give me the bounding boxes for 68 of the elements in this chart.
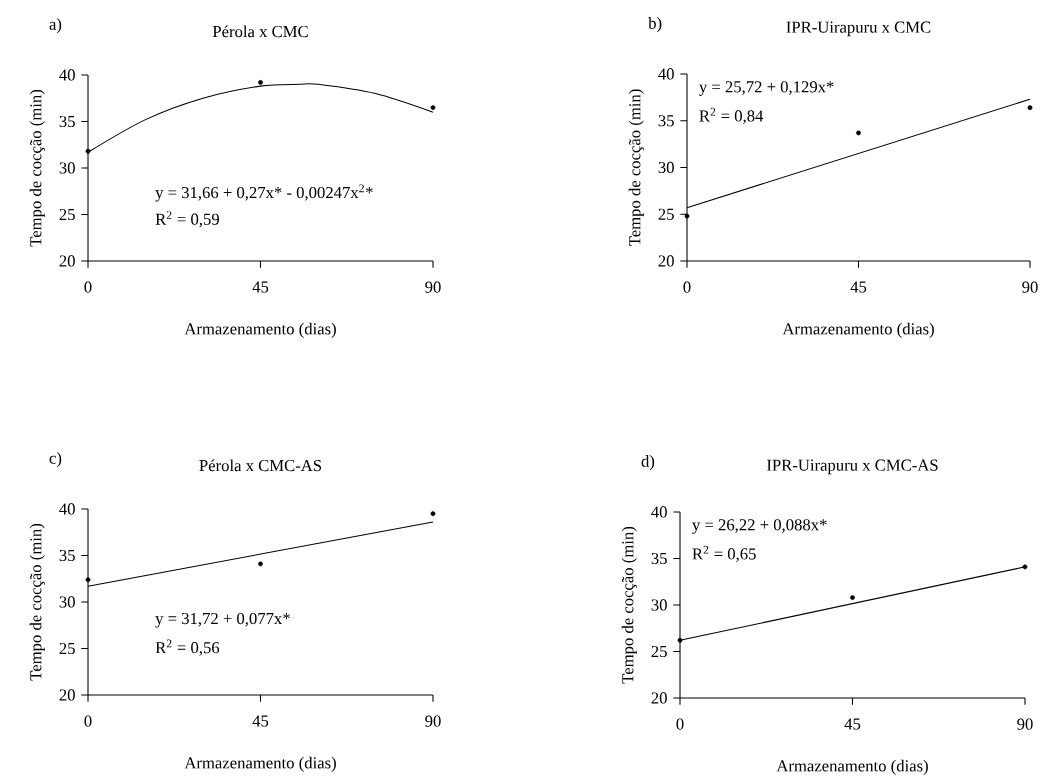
annotation: R$^{2}$ = 0,84 (699, 107, 764, 124)
y-tick-label: 40 (651, 506, 667, 518)
annotation: y = 31,72 + 0,077x* (155, 612, 290, 628)
y-tick-label: 25 (59, 642, 75, 655)
text: a) (49, 18, 62, 34)
chart-title: Pérola x CMC (212, 25, 308, 38)
point (258, 561, 263, 567)
annotation: R$^{2}$ = 0,56 (155, 639, 220, 656)
y-tick-label: 35 (59, 115, 75, 128)
y-tick-label: 20 (651, 692, 667, 704)
y-tick-label: 20 (658, 255, 674, 267)
x-axis-title: Armazenamento (dias) (776, 759, 928, 775)
y-tick-label: 25 (658, 208, 674, 220)
x-axis-title: Armazenamento (dias) (184, 322, 336, 338)
chart-title: IPR-Uirapuru x CMC-AS (766, 459, 938, 475)
y-tick-label: 30 (658, 161, 674, 174)
y-tick-label: 30 (59, 162, 75, 174)
chart-title: Pérola x CMC-AS (199, 459, 322, 472)
point (1027, 105, 1033, 111)
x-tick-label: 90 (425, 281, 441, 293)
point (684, 213, 690, 219)
annotation: y = 26,22 + 0,088x* (692, 519, 827, 534)
x-tick-label: 0 (683, 281, 691, 293)
point (85, 148, 91, 154)
annotation: R$^{2}$ = 0,59 (155, 211, 219, 228)
point (677, 637, 683, 643)
x-tick-label: 90 (1017, 718, 1033, 730)
x-tick-label: 45 (844, 718, 861, 730)
x-tick-label: 45 (850, 281, 867, 293)
x-tick-label: 45 (252, 281, 269, 293)
annotation: y = 31,66 + 0,27x* - 0,00247x$^{2}$* (155, 184, 373, 202)
y-tick-label: 30 (59, 596, 75, 608)
text: c) (49, 452, 62, 468)
y-tick-label: 30 (651, 599, 667, 611)
y-axis-title: Tempo de cocção (min) (628, 89, 644, 246)
text: b) (648, 17, 662, 33)
x-tick-label: 0 (84, 281, 92, 293)
point (430, 511, 436, 517)
point (258, 80, 263, 85)
y-tick-label: 35 (59, 549, 75, 562)
point (430, 105, 436, 110)
y-tick-label: 20 (59, 255, 75, 267)
x-tick-label: 45 (252, 715, 269, 727)
point (85, 577, 91, 583)
x-tick-label: 0 (84, 715, 92, 727)
x-tick-label: 90 (1022, 281, 1038, 293)
point (856, 130, 861, 136)
y-tick-label: 35 (658, 115, 674, 127)
y-tick-label: 40 (658, 68, 674, 80)
x-axis-title: Armazenamento (dias) (782, 322, 934, 338)
y-tick-label: 40 (59, 503, 75, 515)
annotation: y = 25,72 + 0,129x* (699, 81, 834, 96)
y-tick-label: 25 (651, 645, 667, 658)
x-tick-label: 90 (425, 715, 441, 727)
point (1022, 564, 1028, 570)
x-axis-title: Armazenamento (dias) (184, 756, 336, 772)
y-axis-title: Tempo de cocção (min) (29, 89, 45, 247)
y-tick-label: 35 (651, 552, 667, 565)
text: d) (641, 455, 655, 471)
y-tick-label: 40 (59, 69, 75, 81)
point (850, 595, 855, 600)
y-tick-label: 25 (59, 208, 75, 221)
y-axis-title: Tempo de cocção (min) (621, 526, 637, 684)
x-tick-label: 0 (676, 718, 684, 730)
annotation: R$^{2}$ = 0,65 (692, 545, 756, 562)
y-tick-label: 20 (59, 689, 75, 701)
chart-title: IPR-Uirapuru x CMC (786, 21, 931, 37)
y-axis-title: Tempo de cocção (min) (29, 523, 45, 681)
